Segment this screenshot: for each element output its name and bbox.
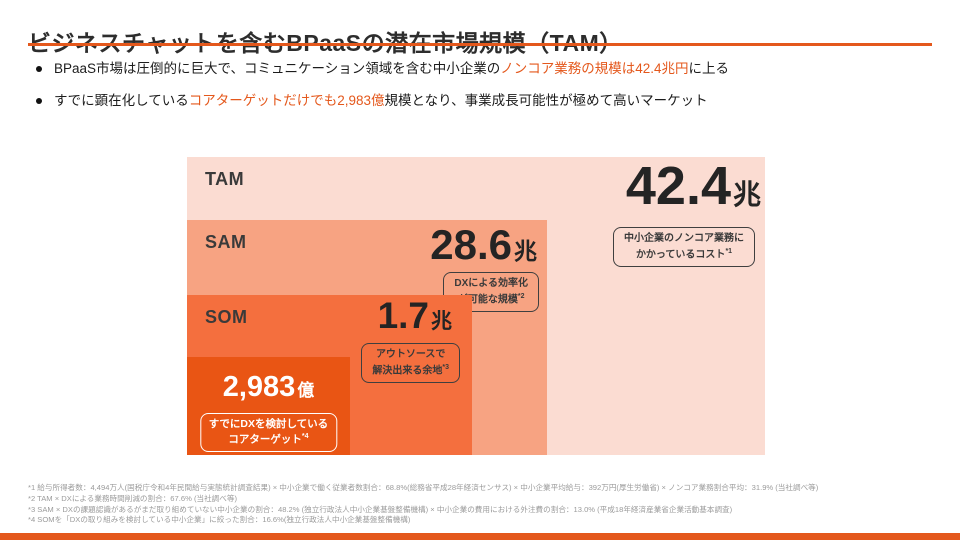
tam-value-unit: 兆 — [732, 179, 761, 210]
sam-value-unit: 兆 — [514, 238, 537, 264]
sam-note-line2: が可能な規模 — [457, 293, 518, 305]
core-target-value-number: 2,983 — [222, 371, 296, 403]
tam-note-line2: かかっているコスト — [635, 248, 726, 260]
footnotes: *1 給与所得者数：4,494万人(国税庁令和4年民間給与実態統計調査結果) ×… — [28, 483, 818, 526]
sam-note: DXによる効率化 が可能な規模*2 — [443, 272, 539, 313]
tam-value: 42.4 兆 — [626, 159, 761, 213]
sam-value: 28.6 兆 — [430, 224, 537, 266]
som-label: SOM — [205, 307, 248, 327]
sam-note-footref: *2 — [517, 292, 525, 300]
core-target-area: 2,983 億 すでにDXを検討している コアターゲット*4 — [187, 357, 350, 455]
som-value: 1.7 兆 — [378, 297, 452, 334]
bullet-icon — [36, 98, 42, 105]
bullet-item-2: すでに顕在化しているコアターゲットだけでも2,983億規模となり、事業成長可能性… — [36, 92, 926, 110]
tam-value-number: 42.4 — [625, 156, 731, 216]
footnote-1: *1 給与所得者数：4,494万人(国税庁令和4年民間給与実態統計調査結果) ×… — [28, 483, 819, 492]
bullet-1-post: に上る — [688, 61, 730, 76]
tam-note-footref: *1 — [725, 247, 733, 255]
som-value-number: 1.7 — [377, 295, 429, 336]
bullet-icon — [36, 66, 42, 72]
tam-note: 中小企業のノンコア業務に かかっているコスト*1 — [613, 227, 755, 268]
bullet-2-pre: すでに顕在化している — [54, 93, 189, 109]
bullet-text-2: すでに顕在化しているコアターゲットだけでも2,983億規模となり、事業成長可能性… — [54, 92, 708, 110]
tam-label: TAM — [205, 169, 245, 189]
core-target-note-line1: すでにDXを検討している — [208, 418, 329, 430]
bullet-2-highlight: コアターゲットだけでも2,983億 — [188, 93, 385, 109]
title-underline — [28, 43, 932, 46]
som-note-line2: 解決出来る余地 — [372, 364, 443, 376]
bullet-text-1: BPaaS市場は圧倒的に巨大で、コミュニケーション領域を含む中小企業のノンコア業… — [54, 60, 729, 78]
footnote-2: *2 TAM × DXによる業務時間削減の割合：67.6% (当社調べ等) — [28, 493, 237, 503]
sam-label: SAM — [205, 232, 247, 252]
sam-note-line1: DXによる効率化 — [454, 278, 528, 289]
core-target-note: すでにDXを検討している コアターゲット*4 — [199, 413, 338, 452]
bottom-accent-bar — [0, 533, 960, 540]
bullet-list: BPaaS市場は圧倒的に巨大で、コミュニケーション領域を含む中小企業のノンコア業… — [36, 60, 926, 124]
core-target-note-footref: *4 — [301, 433, 309, 441]
bullet-2-post: 規模となり、事業成長可能性が極めて高いマーケット — [384, 93, 708, 109]
som-note-line1: アウトソースで — [375, 349, 446, 360]
bullet-1-highlight: ノンコア業務の規模は42.4兆円 — [500, 61, 689, 76]
bullet-1-pre: BPaaS市場は圧倒的に巨大で、コミュニケーション領域を含む中小企業の — [54, 61, 501, 76]
som-note: アウトソースで 解決出来る余地*3 — [361, 343, 460, 384]
tam-note-line1: 中小企業のノンコア業務に — [624, 233, 744, 244]
footnote-3: *3 SAM × DXの課題認識があるがまだ取り組めていない中小企業の割合：48… — [28, 504, 733, 514]
bullet-item-1: BPaaS市場は圧倒的に巨大で、コミュニケーション領域を含む中小企業のノンコア業… — [36, 60, 926, 78]
core-target-note-line2: コアターゲット — [228, 433, 302, 446]
som-note-footref: *3 — [442, 363, 449, 371]
core-target-value: 2,983 億 — [187, 373, 350, 402]
footnote-4: *4 SOMを「DXの取り組みを検討している中小企業」に絞った割合：16.6%(… — [28, 515, 411, 525]
tam-sam-som-diagram: TAM 42.4 兆 中小企業のノンコア業務に かかっているコスト*1 SAM 2… — [187, 157, 765, 455]
page-title: ビジネスチャットを含むBPaaSの潜在市場規模（TAM） — [28, 30, 623, 57]
som-value-unit: 兆 — [431, 310, 452, 333]
sam-value-number: 28.6 — [430, 221, 512, 268]
core-target-value-unit: 億 — [297, 381, 315, 400]
